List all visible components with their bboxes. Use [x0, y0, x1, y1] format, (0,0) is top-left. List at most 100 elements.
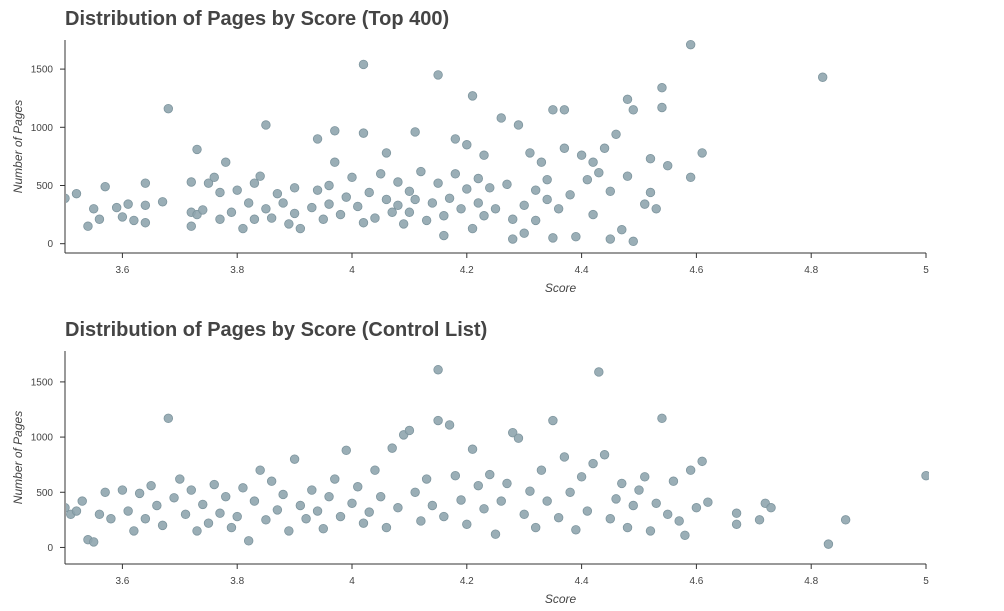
- data-point: [490, 529, 501, 539]
- data-point: [353, 201, 363, 212]
- data-point: [192, 526, 202, 536]
- x-tick-label: 4.4: [575, 265, 589, 276]
- data-point: [840, 515, 851, 525]
- data-point: [576, 150, 587, 160]
- data-point: [198, 499, 208, 510]
- data-point: [530, 215, 541, 226]
- data-point: [238, 223, 248, 234]
- data-point: [622, 94, 633, 105]
- data-point: [146, 480, 156, 491]
- data-point: [485, 469, 495, 480]
- data-point: [640, 199, 650, 209]
- x-tick-label: 4.2: [460, 576, 474, 587]
- data-point: [611, 494, 621, 504]
- data-point: [421, 215, 432, 226]
- data-point: [456, 495, 466, 505]
- data-point: [330, 126, 340, 136]
- data-point: [754, 515, 765, 525]
- x-tick-label: 3.6: [115, 576, 129, 587]
- data-point: [243, 198, 254, 208]
- data-point: [335, 511, 346, 522]
- data-point: [272, 505, 283, 515]
- data-point: [249, 214, 260, 224]
- data-point: [473, 198, 483, 208]
- data-point: [674, 516, 684, 526]
- data-point: [508, 427, 518, 438]
- data-point: [410, 194, 420, 205]
- data-point: [295, 500, 306, 511]
- x-tick-label: 4.2: [460, 265, 474, 276]
- data-point: [450, 169, 461, 179]
- y-tick-label: 500: [36, 181, 53, 192]
- data-point: [83, 221, 93, 231]
- data-point: [519, 509, 529, 520]
- data-point: [502, 478, 512, 489]
- data-point: [571, 525, 581, 535]
- data-point: [588, 209, 598, 220]
- data-point: [129, 215, 139, 226]
- data-point: [479, 211, 489, 221]
- data-point: [599, 450, 610, 460]
- y-tick-label: 0: [47, 543, 53, 554]
- data-point: [548, 105, 558, 115]
- data-point: [622, 522, 633, 533]
- data-point: [381, 194, 392, 205]
- data-point: [232, 185, 242, 195]
- data-point: [387, 207, 397, 217]
- data-point: [691, 503, 702, 513]
- data-point: [398, 219, 409, 229]
- data-point: [226, 207, 237, 217]
- data-point: [140, 218, 151, 228]
- data-point: [640, 472, 650, 482]
- data-point: [617, 478, 627, 489]
- data-point: [703, 497, 713, 507]
- data-point: [175, 474, 185, 484]
- data-point: [496, 496, 506, 506]
- data-point: [94, 214, 105, 224]
- x-axis-label: Score: [545, 592, 577, 606]
- data-point: [381, 148, 392, 158]
- data-point: [186, 485, 196, 495]
- data-point: [266, 476, 277, 486]
- data-point: [318, 523, 329, 534]
- data-point: [301, 514, 311, 524]
- data-point: [341, 192, 351, 202]
- data-point: [370, 213, 380, 223]
- data-point: [582, 174, 593, 185]
- data-point: [404, 207, 415, 217]
- data-point: [180, 509, 191, 520]
- data-point: [651, 204, 661, 214]
- data-point: [307, 202, 317, 213]
- data-point: [261, 120, 271, 130]
- x-tick-label: 3.6: [115, 265, 129, 276]
- data-point: [249, 178, 260, 188]
- data-point: [324, 199, 334, 209]
- data-point: [628, 500, 638, 511]
- y-axis-label: Number of Pages: [11, 100, 25, 193]
- data-point: [473, 173, 483, 184]
- data-point: [381, 522, 392, 533]
- data-point: [462, 519, 472, 529]
- x-tick-label: 4.8: [804, 265, 818, 276]
- data-point: [376, 491, 386, 502]
- data-point: [582, 506, 593, 516]
- data-points: [66, 39, 828, 247]
- data-point: [330, 157, 340, 167]
- data-point: [473, 480, 483, 491]
- data-point: [284, 219, 294, 229]
- data-point: [685, 39, 696, 50]
- data-point: [485, 183, 495, 193]
- data-point: [140, 200, 151, 210]
- data-point: [249, 496, 260, 506]
- data-point: [364, 187, 374, 198]
- data-point: [157, 520, 168, 531]
- data-point: [433, 365, 443, 375]
- data-point: [479, 504, 489, 514]
- x-axis-label: Score: [545, 281, 577, 295]
- data-point: [444, 420, 455, 430]
- x-tick-label: 3.8: [230, 576, 244, 587]
- data-point: [663, 161, 673, 171]
- data-point: [657, 83, 667, 93]
- chart-title: Distribution of Pages by Score (Top 400): [65, 8, 450, 30]
- data-point: [353, 482, 363, 492]
